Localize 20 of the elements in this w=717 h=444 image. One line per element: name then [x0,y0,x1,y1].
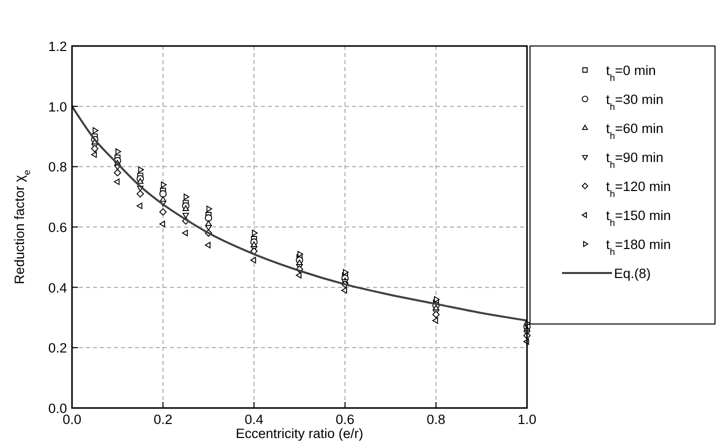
x-tick-label: 0.6 [336,412,354,427]
x-axis-title: Eccentricity ratio (e/r) [236,426,364,441]
y-tick-label: 0.8 [48,160,67,175]
y-tick-label: 0.6 [48,220,67,235]
y-tick-label: 1.2 [48,39,67,54]
legend-label: Eq.(8) [614,266,651,281]
legend-label: t$_{h}$=120 min [606,179,671,200]
legend-label: t$_{h}$=150 min [606,208,671,228]
x-tick-label: 0.2 [154,412,172,427]
legend-label: t$_{h}$=0 min [606,63,656,84]
x-tick-label: 0.4 [244,412,264,427]
x-tick-label: 0.8 [426,412,446,427]
y-tick-label: 1.0 [48,99,67,114]
legend-label: t$_{h}$=90 min [606,150,664,170]
y-tick-label: 0.4 [48,280,68,296]
y-tick-label: 0.2 [48,340,67,356]
legend-label: t$_{h}$=30 min [606,92,664,112]
legend-label: t$_{h}$=60 min [606,121,664,142]
x-tick-label: 1.0 [518,412,536,427]
legend-label: t$_{h}$=180 min [606,237,671,258]
